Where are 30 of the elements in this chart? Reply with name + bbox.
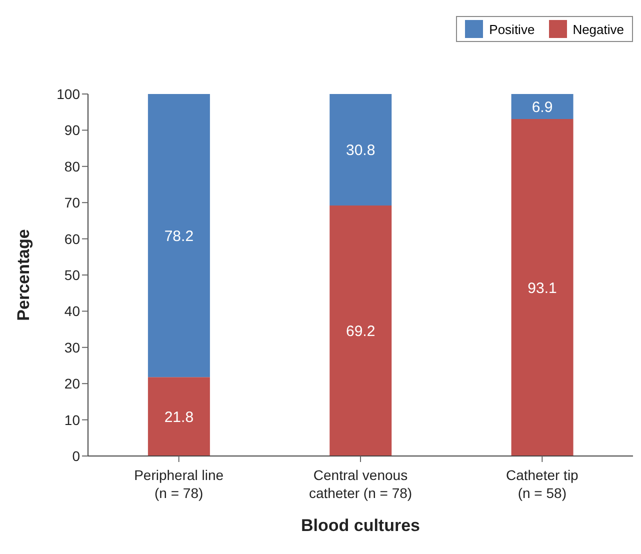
y-tick-label: 70: [64, 194, 80, 211]
data-label: 78.2: [164, 228, 194, 245]
x-tick-label: Peripheral line (n = 78): [134, 467, 224, 501]
bar: [511, 94, 574, 119]
bar: [330, 205, 392, 456]
bar: [330, 94, 392, 206]
data-label: 21.8: [164, 408, 194, 426]
legend-label: Positive: [488, 20, 535, 38]
x-tick-label: Central venous catheter (n = 78): [308, 467, 412, 501]
y-tick-label: 50: [64, 266, 80, 283]
data-label: 30.8: [346, 142, 376, 160]
y-tick-label: 0: [72, 448, 80, 464]
bar: [148, 377, 210, 456]
data-label: 6.9: [532, 98, 553, 116]
y-tick-label: 10: [64, 412, 80, 428]
y-tick-label: 20: [64, 376, 80, 392]
data-label: 69.2: [346, 323, 376, 340]
bar: [148, 94, 210, 378]
y-tick-label: 90: [64, 122, 80, 138]
data-label: 93.1: [528, 280, 557, 297]
bar: [511, 118, 574, 456]
legend-label: Negative: [572, 20, 624, 38]
y-tick-label: 40: [64, 303, 80, 320]
y-tick-label: 60: [64, 230, 80, 247]
x-tick-label: Catheter tip (n = 58): [506, 467, 579, 501]
x-axis-title: Blood cultures: [300, 516, 420, 535]
y-tick-label: 80: [64, 158, 80, 174]
y-axis-title: Percentage: [14, 229, 34, 321]
y-tick-label: 30: [64, 339, 80, 356]
y-tick-label: 100: [56, 86, 80, 102]
